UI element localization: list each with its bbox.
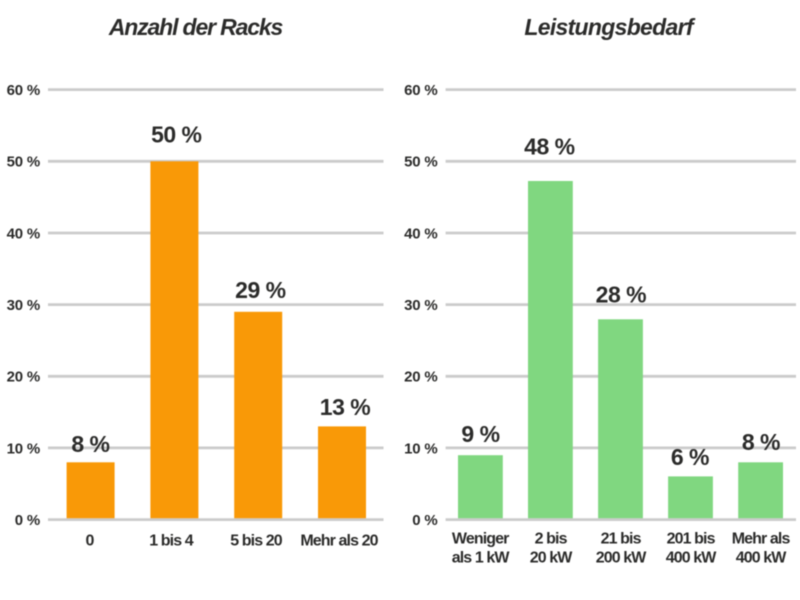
svg-text:8 %: 8 % <box>742 429 780 455</box>
svg-text:29 %: 29 % <box>235 277 285 303</box>
svg-text:40 %: 40 % <box>7 225 40 242</box>
svg-text:201 bis: 201 bis <box>667 530 716 547</box>
svg-text:0 %: 0 % <box>412 512 437 529</box>
svg-text:50 %: 50 % <box>404 154 437 171</box>
svg-text:Mehr als: Mehr als <box>732 530 791 547</box>
svg-text:10 %: 10 % <box>404 440 437 457</box>
svg-text:9 %: 9 % <box>461 421 499 447</box>
svg-text:Mehr als 20: Mehr als 20 <box>300 532 378 549</box>
svg-text:21 bis: 21 bis <box>601 530 642 547</box>
svg-text:50 %: 50 % <box>7 154 40 171</box>
svg-text:60 %: 60 % <box>7 82 40 99</box>
svg-text:2 bis: 2 bis <box>535 530 568 547</box>
svg-text:8 %: 8 % <box>71 431 109 457</box>
svg-text:30 %: 30 % <box>404 297 437 314</box>
svg-text:30 %: 30 % <box>7 297 40 314</box>
svg-text:Anzahl der Racks: Anzahl der Racks <box>108 14 283 40</box>
svg-text:13 %: 13 % <box>320 394 370 420</box>
svg-text:20 %: 20 % <box>7 369 40 386</box>
svg-text:als 1 kW: als 1 kW <box>452 549 511 566</box>
svg-text:20 kW: 20 kW <box>530 549 574 566</box>
svg-text:20 %: 20 % <box>404 369 437 386</box>
svg-text:28 %: 28 % <box>596 282 646 308</box>
svg-text:Leistungsbedarf: Leistungsbedarf <box>524 14 695 40</box>
svg-text:50 %: 50 % <box>151 122 201 148</box>
svg-text:60 %: 60 % <box>404 82 437 99</box>
svg-text:200 kW: 200 kW <box>596 549 648 566</box>
svg-text:10 %: 10 % <box>7 440 40 457</box>
svg-text:1 bis 4: 1 bis 4 <box>149 532 194 549</box>
svg-text:5 bis 20: 5 bis 20 <box>230 532 283 549</box>
svg-text:0: 0 <box>86 532 95 549</box>
svg-text:48 %: 48 % <box>524 134 574 160</box>
svg-text:0 %: 0 % <box>15 512 40 529</box>
svg-text:400 kW: 400 kW <box>666 549 718 566</box>
svg-text:6 %: 6 % <box>671 444 709 470</box>
svg-text:Weniger: Weniger <box>452 530 509 547</box>
svg-text:40 %: 40 % <box>404 225 437 242</box>
svg-text:400 kW: 400 kW <box>736 549 788 566</box>
